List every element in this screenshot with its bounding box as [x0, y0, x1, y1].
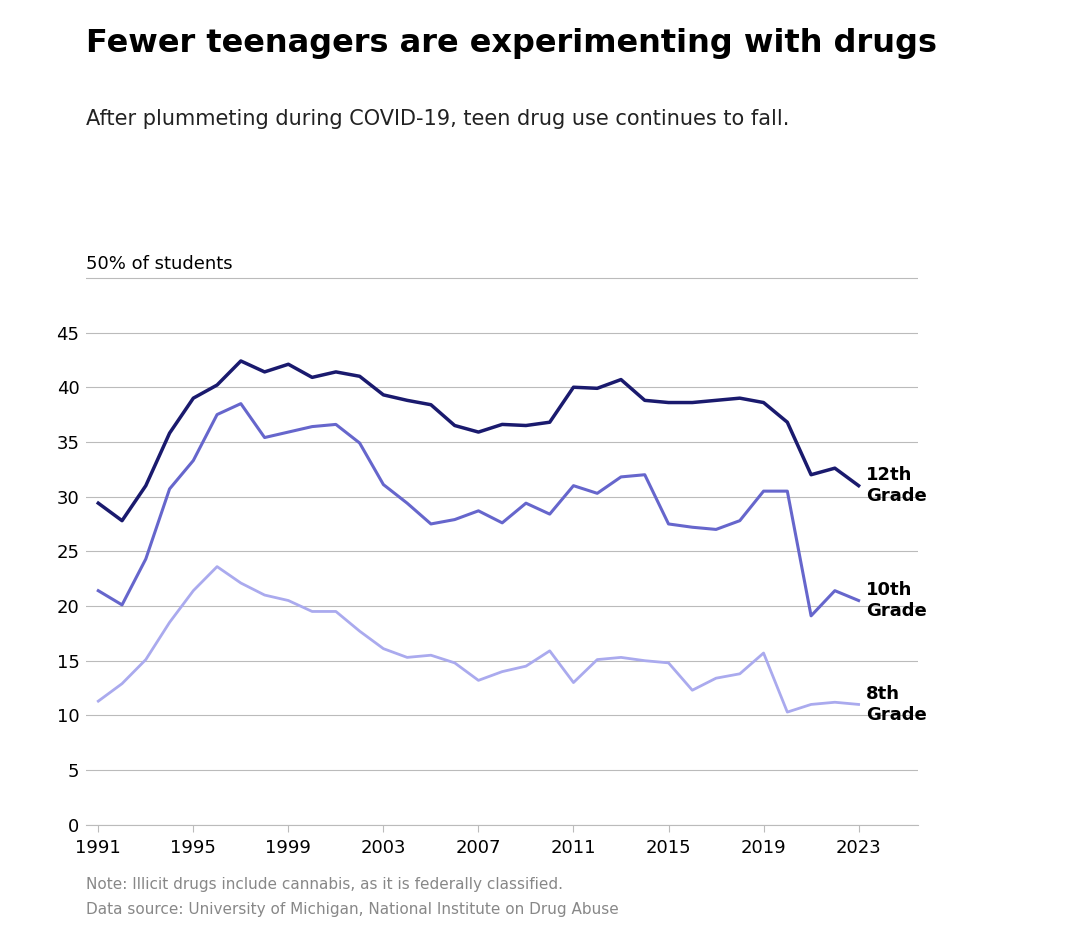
Text: After plummeting during COVID-19, teen drug use continues to fall.: After plummeting during COVID-19, teen d… — [86, 109, 789, 129]
Text: 10th
Grade: 10th Grade — [866, 581, 927, 620]
Text: Note: Illicit drugs include cannabis, as it is federally classified.: Note: Illicit drugs include cannabis, as… — [86, 877, 564, 892]
Text: 50% of students: 50% of students — [86, 255, 233, 273]
Text: Data source: University of Michigan, National Institute on Drug Abuse: Data source: University of Michigan, Nat… — [86, 902, 619, 918]
Text: 12th
Grade: 12th Grade — [866, 466, 927, 505]
Text: 8th
Grade: 8th Grade — [866, 685, 927, 724]
Text: Fewer teenagers are experimenting with drugs: Fewer teenagers are experimenting with d… — [86, 28, 937, 60]
